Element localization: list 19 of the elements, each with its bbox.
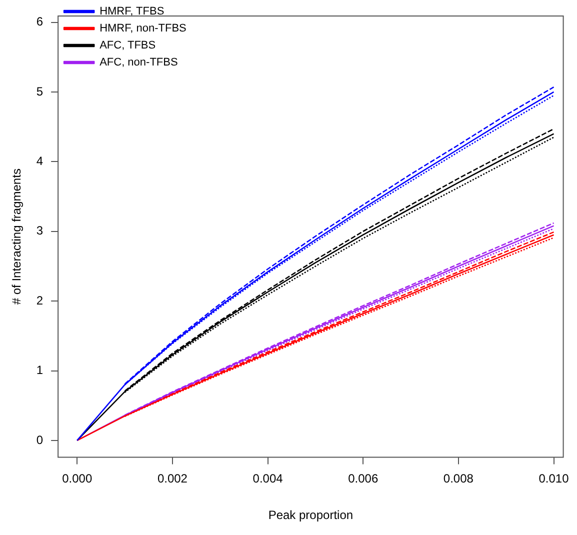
y-tick-label: 5 — [36, 84, 44, 98]
x-tick-label: 0.000 — [62, 472, 92, 486]
y-tick-label: 4 — [36, 154, 44, 168]
legend-label: HMRF, TFBS — [100, 6, 164, 18]
legend-label: AFC, non-TFBS — [100, 56, 178, 69]
y-tick-label: 3 — [36, 224, 44, 238]
x-tick-label: 0.002 — [157, 472, 188, 486]
x-tick-label: 0.008 — [443, 472, 474, 486]
y-tick-label: 1 — [36, 363, 44, 378]
x-tick-label: 0.010 — [538, 472, 570, 486]
legend-label: AFC, TFBS — [100, 40, 156, 52]
y-tick-label: 6 — [36, 14, 44, 29]
y-tick-label: 2 — [36, 293, 44, 308]
legend-label: HMRF, non-TFBS — [100, 22, 186, 35]
x-tick-label: 0.004 — [252, 472, 284, 486]
y-axis-title: # of Interacting fragments — [10, 168, 24, 305]
y-tick-label: 0 — [36, 432, 44, 447]
x-tick-label: 0.006 — [348, 472, 378, 486]
x-axis-title: Peak proportion — [268, 508, 354, 522]
